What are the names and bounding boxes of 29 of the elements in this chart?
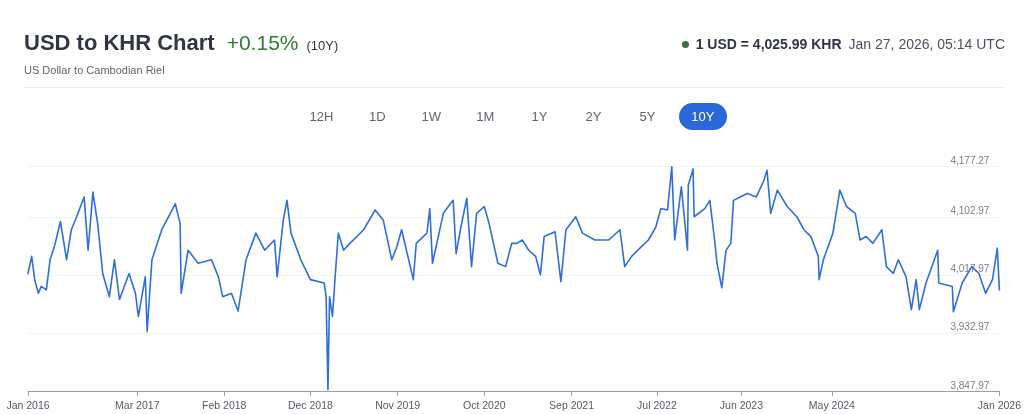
text: 1D: [368, 108, 387, 126]
text: 5Y: [638, 108, 657, 126]
chart-title: USD to KHR Chart: [24, 30, 215, 56]
text: 1M: [475, 108, 496, 126]
text: 10Y: [679, 103, 727, 130]
chart-subtitle: US Dollar to Cambodian Riel: [24, 64, 165, 76]
x-tick-label: Sep 2021: [549, 398, 595, 411]
y-tick-label: 4,102.97: [950, 205, 990, 217]
text: 1Y: [530, 108, 549, 126]
text: +0.15%: [226, 31, 299, 55]
y-tick-label: 4,177.27: [950, 154, 990, 166]
x-tick-label: Dec 2018: [287, 398, 334, 411]
text: 1W: [420, 108, 443, 126]
x-tick-label: May 2024: [808, 398, 856, 411]
x-tick-label: Oct 2020: [463, 398, 506, 411]
x-tick-label: Jan 2016: [6, 398, 50, 411]
text: 2Y: [584, 108, 603, 126]
x-tick-label: Jun 2023: [719, 398, 764, 411]
x-tick-label: Feb 2018: [202, 398, 247, 411]
x-tick-label: Nov 2019: [375, 398, 421, 411]
text: Jan 27, 2026, 05:14 UTC: [848, 36, 1005, 52]
x-tick-label: Jul 2022: [637, 398, 677, 411]
text: 1 USD = 4,025.99 KHR: [695, 36, 842, 52]
x-tick-label: Mar 2017: [115, 398, 160, 411]
y-tick-label: 3,932.97: [950, 321, 990, 333]
y-tick-label: 3,847.97: [950, 379, 990, 391]
text: 12H: [308, 108, 335, 126]
x-tick-label: Jan 2026: [977, 398, 1022, 411]
text: (10Y): [306, 38, 339, 53]
